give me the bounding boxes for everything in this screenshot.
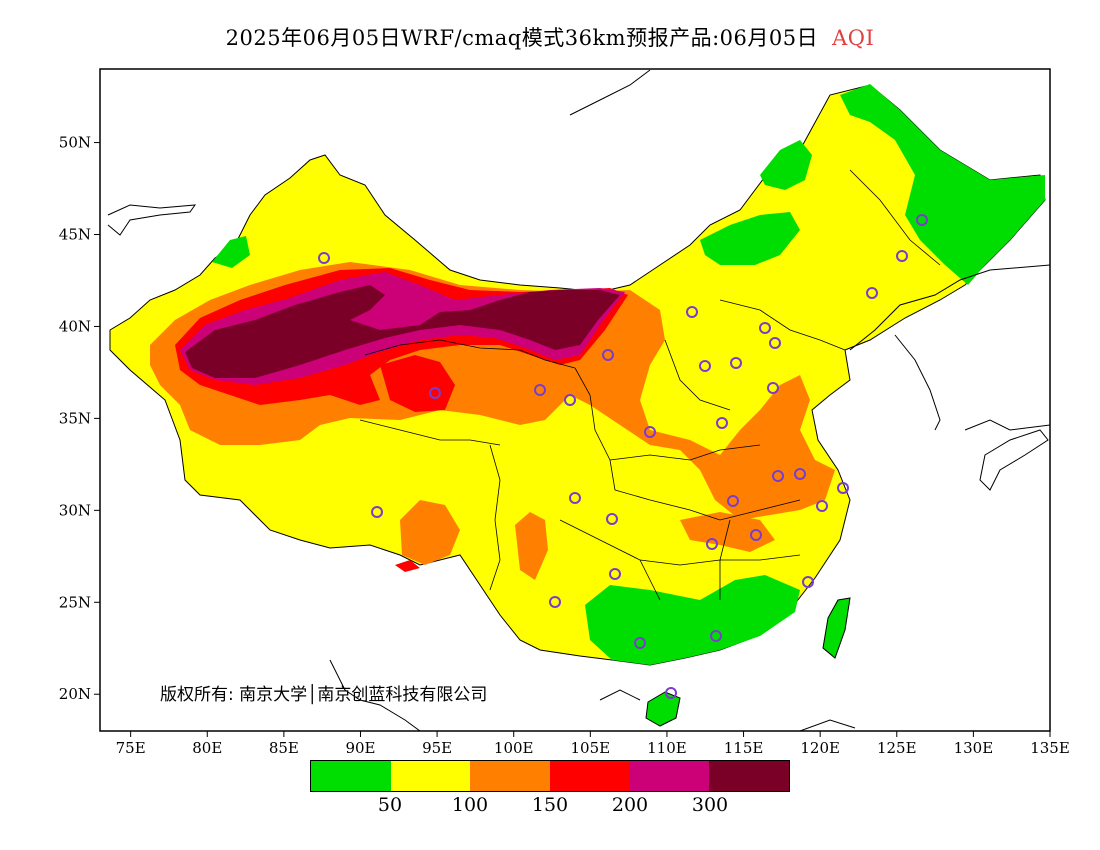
station-marker	[564, 394, 576, 406]
region-good-nw-hills	[760, 140, 812, 190]
station-marker	[916, 214, 928, 226]
station-marker	[665, 687, 677, 699]
legend-swatch	[470, 761, 551, 791]
y-tick-label: 25N	[59, 593, 91, 611]
station-marker	[534, 384, 546, 396]
station-marker	[759, 322, 771, 334]
x-tick-label: 85E	[269, 739, 299, 757]
legend-swatch	[390, 761, 471, 791]
region-sensitive-tibet	[400, 500, 460, 565]
station-marker	[318, 252, 330, 264]
y-tick-label: 40N	[59, 317, 91, 335]
region-good-inner-mongolia	[700, 212, 800, 265]
station-marker	[772, 470, 784, 482]
station-marker	[716, 417, 728, 429]
region-sensitive-southeast	[680, 512, 775, 552]
station-marker	[569, 492, 581, 504]
station-marker	[634, 637, 646, 649]
x-tick-label: 130E	[954, 739, 994, 757]
aqi-legend	[310, 760, 790, 792]
map-title: 2025年06月05日WRF/cmaq模式36km预报产品:06月05日 AQI	[0, 22, 1100, 52]
station-marker	[837, 482, 849, 494]
region-sensitive-yunnan	[515, 512, 548, 580]
map-content	[107, 69, 1050, 731]
region-good-northeast	[840, 84, 1045, 285]
legend-swatch	[629, 761, 710, 791]
station-marker	[609, 568, 621, 580]
title-variable: AQI	[832, 26, 875, 50]
title-text: 2025年06月05日WRF/cmaq模式36km预报产品:06月05日	[225, 26, 819, 50]
x-tick-label: 95E	[422, 739, 452, 757]
legend-swatch	[709, 761, 790, 791]
legend-label: 200	[611, 794, 649, 816]
map-frame	[99, 68, 1051, 732]
y-tick-label: 45N	[59, 226, 91, 244]
legend-swatch	[311, 761, 391, 791]
station-marker	[750, 529, 762, 541]
x-tick-label: 105E	[571, 739, 611, 757]
legend-label: 100	[451, 794, 489, 816]
station-marker	[727, 495, 739, 507]
neighbor-coastlines	[107, 69, 1050, 731]
region-hazardous-taklimakan	[185, 285, 620, 378]
station-marker	[549, 596, 561, 608]
station-marker	[710, 630, 722, 642]
x-tick-label: 80E	[192, 739, 222, 757]
x-tick-label: 100E	[494, 739, 534, 757]
y-tick-label: 30N	[59, 501, 91, 519]
hainan-island	[645, 691, 681, 727]
station-marker	[371, 506, 383, 518]
station-marker	[767, 382, 779, 394]
y-tick-label: 20N	[59, 685, 91, 703]
y-tick-label: 35N	[59, 409, 91, 427]
x-tick-label: 115E	[724, 739, 764, 757]
x-axis: 75E 80E 85E 90E 95E 100E 105E 110E 115E 120E 125E 1…	[116, 731, 1070, 757]
y-tick-label: 50N	[59, 134, 91, 152]
station-marker	[794, 468, 806, 480]
station-marker	[730, 357, 742, 369]
station-marker	[706, 538, 718, 550]
y-axis: 50N 45N 40N 35N 30N 25N 20N	[59, 134, 100, 703]
legend-swatch	[550, 761, 630, 791]
station-marker	[769, 337, 781, 349]
region-unhealthy-tibet-south	[395, 560, 420, 572]
station-marker	[429, 387, 441, 399]
x-tick-label: 125E	[877, 739, 917, 757]
legend-label: 150	[531, 794, 569, 816]
station-marker	[602, 349, 614, 361]
x-tick-label: 135E	[1030, 739, 1070, 757]
legend-label: 50	[377, 794, 403, 816]
station-marker	[896, 250, 908, 262]
region-good-west	[212, 236, 250, 268]
station-marker	[686, 306, 698, 318]
province-boundaries	[359, 169, 941, 601]
station-marker	[816, 500, 828, 512]
x-tick-label: 75E	[116, 739, 146, 757]
station-marker	[866, 287, 878, 299]
x-tick-label: 120E	[800, 739, 840, 757]
station-marker	[644, 426, 656, 438]
legend-label: 300	[691, 794, 729, 816]
station-marker	[606, 513, 618, 525]
region-good-south	[585, 575, 800, 665]
x-tick-label: 90E	[345, 739, 375, 757]
station-markers	[318, 214, 928, 699]
station-marker	[699, 360, 711, 372]
copyright-notice: 版权所有: 南京大学│南京创蓝科技有限公司	[160, 685, 488, 705]
station-marker	[802, 576, 814, 588]
x-tick-label: 110E	[647, 739, 687, 757]
taiwan-island	[822, 597, 851, 659]
